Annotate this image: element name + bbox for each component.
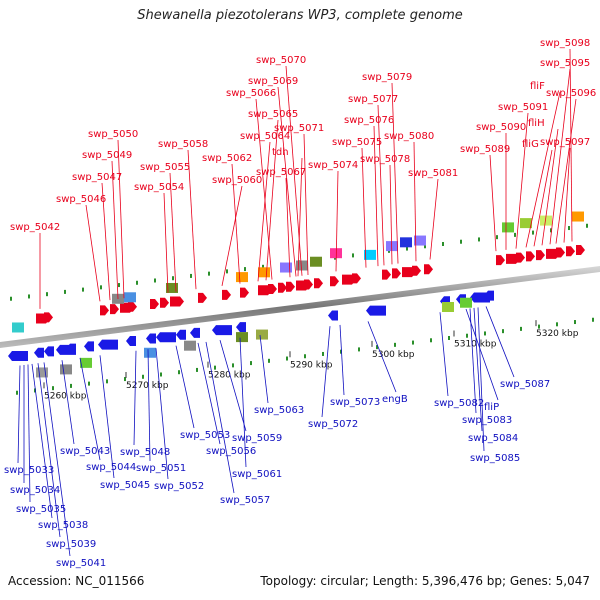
gene-label: engB (382, 394, 408, 405)
gene-label: fliG (522, 139, 539, 150)
gene-label: swp_5081 (408, 168, 458, 179)
gene-label: swp_5034 (10, 485, 60, 496)
gene-label: swp_5080 (384, 131, 434, 142)
gene-label: swp_5041 (56, 558, 106, 569)
axis-tick-label: 5290 kbp (290, 360, 333, 370)
axis-ticks: 5260 kbp 5270 kbp 5280 kbp 5290 kbp 5300 kbp… (43, 320, 579, 401)
gene-label: swp_5033 (4, 465, 54, 476)
gene-label: fliP (484, 402, 499, 413)
axis-tick-label: 5270 kbp (126, 381, 169, 391)
gene-label: tdh (272, 147, 289, 158)
gene-label: swp_5079 (362, 72, 412, 83)
gene-label: swp_5072 (308, 419, 358, 430)
gene-label: swp_5046 (56, 194, 106, 205)
gene-label: swp_5082 (434, 398, 484, 409)
gene-label: swp_5062 (202, 153, 252, 164)
gene-label: swp_5058 (158, 139, 208, 150)
gene-label: swp_5043 (60, 446, 110, 457)
axis-tick-label: 5310 kbp (454, 339, 497, 349)
axis-tick-label: 5320 kbp (536, 329, 579, 339)
gene-label: swp_5057 (220, 495, 270, 506)
gene-label: swp_5065 (248, 109, 298, 120)
gene-label: swp_5089 (460, 144, 510, 155)
gene-label: swp_5087 (500, 379, 550, 390)
gene-label: swp_5049 (82, 150, 132, 161)
gene-label: swp_5091 (498, 102, 548, 113)
gene-label: swp_5096 (546, 88, 596, 99)
topology-summary: Topology: circular; Length: 5,396,476 bp… (260, 574, 590, 588)
feature-boxes (12, 211, 584, 378)
gene-label: swp_5066 (226, 88, 276, 99)
gene-label: swp_5044 (86, 462, 136, 473)
gene-label: swp_5050 (88, 129, 138, 140)
bottom-gene-labels: swp_5033 swp_5034 swp_5035 swp_5038 swp_5039… (4, 306, 550, 569)
gene-label: swp_5054 (134, 182, 184, 193)
gene-label: swp_5061 (232, 469, 282, 480)
gene-label: fliF (530, 81, 545, 92)
gene-label: swp_5076 (344, 115, 394, 126)
gene-label: swp_5039 (46, 539, 96, 550)
gene-label: swp_5053 (180, 430, 230, 441)
gene-label: swp_5045 (100, 480, 150, 491)
gene-label: swp_5042 (10, 222, 60, 233)
gene-label: swp_5084 (468, 433, 518, 444)
gene-label: swp_5069 (248, 76, 298, 87)
gene-label: swp_5075 (332, 137, 382, 148)
gene-label: swp_5077 (348, 94, 398, 105)
genome-backbone (0, 266, 600, 348)
gene-label: swp_5052 (154, 481, 204, 492)
accession-text: Accession: NC_011566 (8, 574, 145, 588)
axis-tick-label: 5280 kbp (208, 371, 251, 381)
gene-label: swp_5035 (16, 504, 66, 515)
gene-label: swp_5063 (254, 405, 304, 416)
gene-label: swp_5055 (140, 162, 190, 173)
gene-label: swp_5067 (256, 167, 306, 178)
gene-label: swp_5074 (308, 160, 358, 171)
forward-genes (36, 245, 585, 324)
gene-label: swp_5070 (256, 55, 306, 66)
gene-label: swp_5038 (38, 520, 88, 531)
reverse-genes (8, 290, 494, 361)
gene-label: swp_5073 (330, 397, 380, 408)
figure-title: Shewanella piezotolerans WP3, complete g… (137, 8, 463, 23)
gene-label: fliH (528, 118, 545, 129)
gene-label: swp_5083 (462, 415, 512, 426)
gene-label: swp_5064 (240, 131, 290, 142)
axis-tick-label: 5260 kbp (44, 391, 87, 401)
gene-label: swp_5095 (540, 58, 590, 69)
top-gene-labels: swp_5042 swp_5046 swp_5047 swp_5049 swp_5050… (10, 38, 596, 309)
gene-label: swp_5071 (274, 123, 324, 134)
gene-label: swp_5085 (470, 453, 520, 464)
gene-label: swp_5056 (206, 446, 256, 457)
gene-label: swp_5060 (212, 175, 262, 186)
gene-label: swp_5047 (72, 172, 122, 183)
gene-label: swp_5098 (540, 38, 590, 49)
gene-label: swp_5097 (540, 137, 590, 148)
gene-label: swp_5048 (120, 447, 170, 458)
gene-label: swp_5090 (476, 122, 526, 133)
gene-label: swp_5078 (360, 154, 410, 165)
axis-tick-label: 5300 kbp (372, 350, 415, 360)
gene-label: swp_5051 (136, 463, 186, 474)
gene-label: swp_5059 (232, 433, 282, 444)
